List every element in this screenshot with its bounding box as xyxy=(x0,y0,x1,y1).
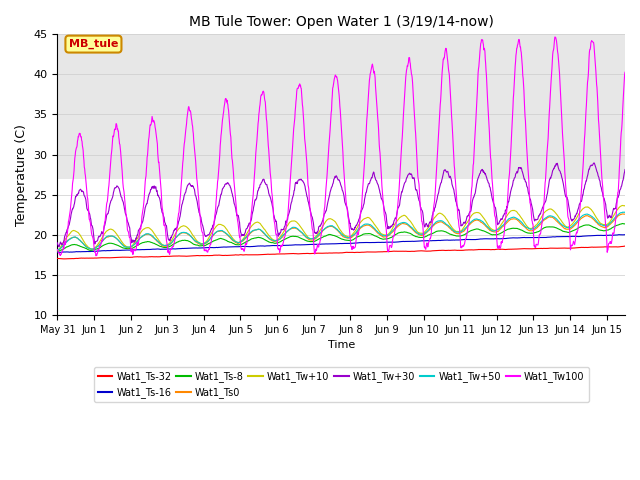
X-axis label: Time: Time xyxy=(328,340,355,350)
Title: MB Tule Tower: Open Water 1 (3/19/14-now): MB Tule Tower: Open Water 1 (3/19/14-now… xyxy=(189,15,493,29)
Bar xyxy=(58,35,625,179)
Y-axis label: Temperature (C): Temperature (C) xyxy=(15,124,28,226)
Text: MB_tule: MB_tule xyxy=(68,39,118,49)
Legend: Wat1_Ts-32, Wat1_Ts-16, Wat1_Ts-8, Wat1_Ts0, Wat1_Tw+10, Wat1_Tw+30, Wat1_Tw+50,: Wat1_Ts-32, Wat1_Ts-16, Wat1_Ts-8, Wat1_… xyxy=(94,367,589,402)
